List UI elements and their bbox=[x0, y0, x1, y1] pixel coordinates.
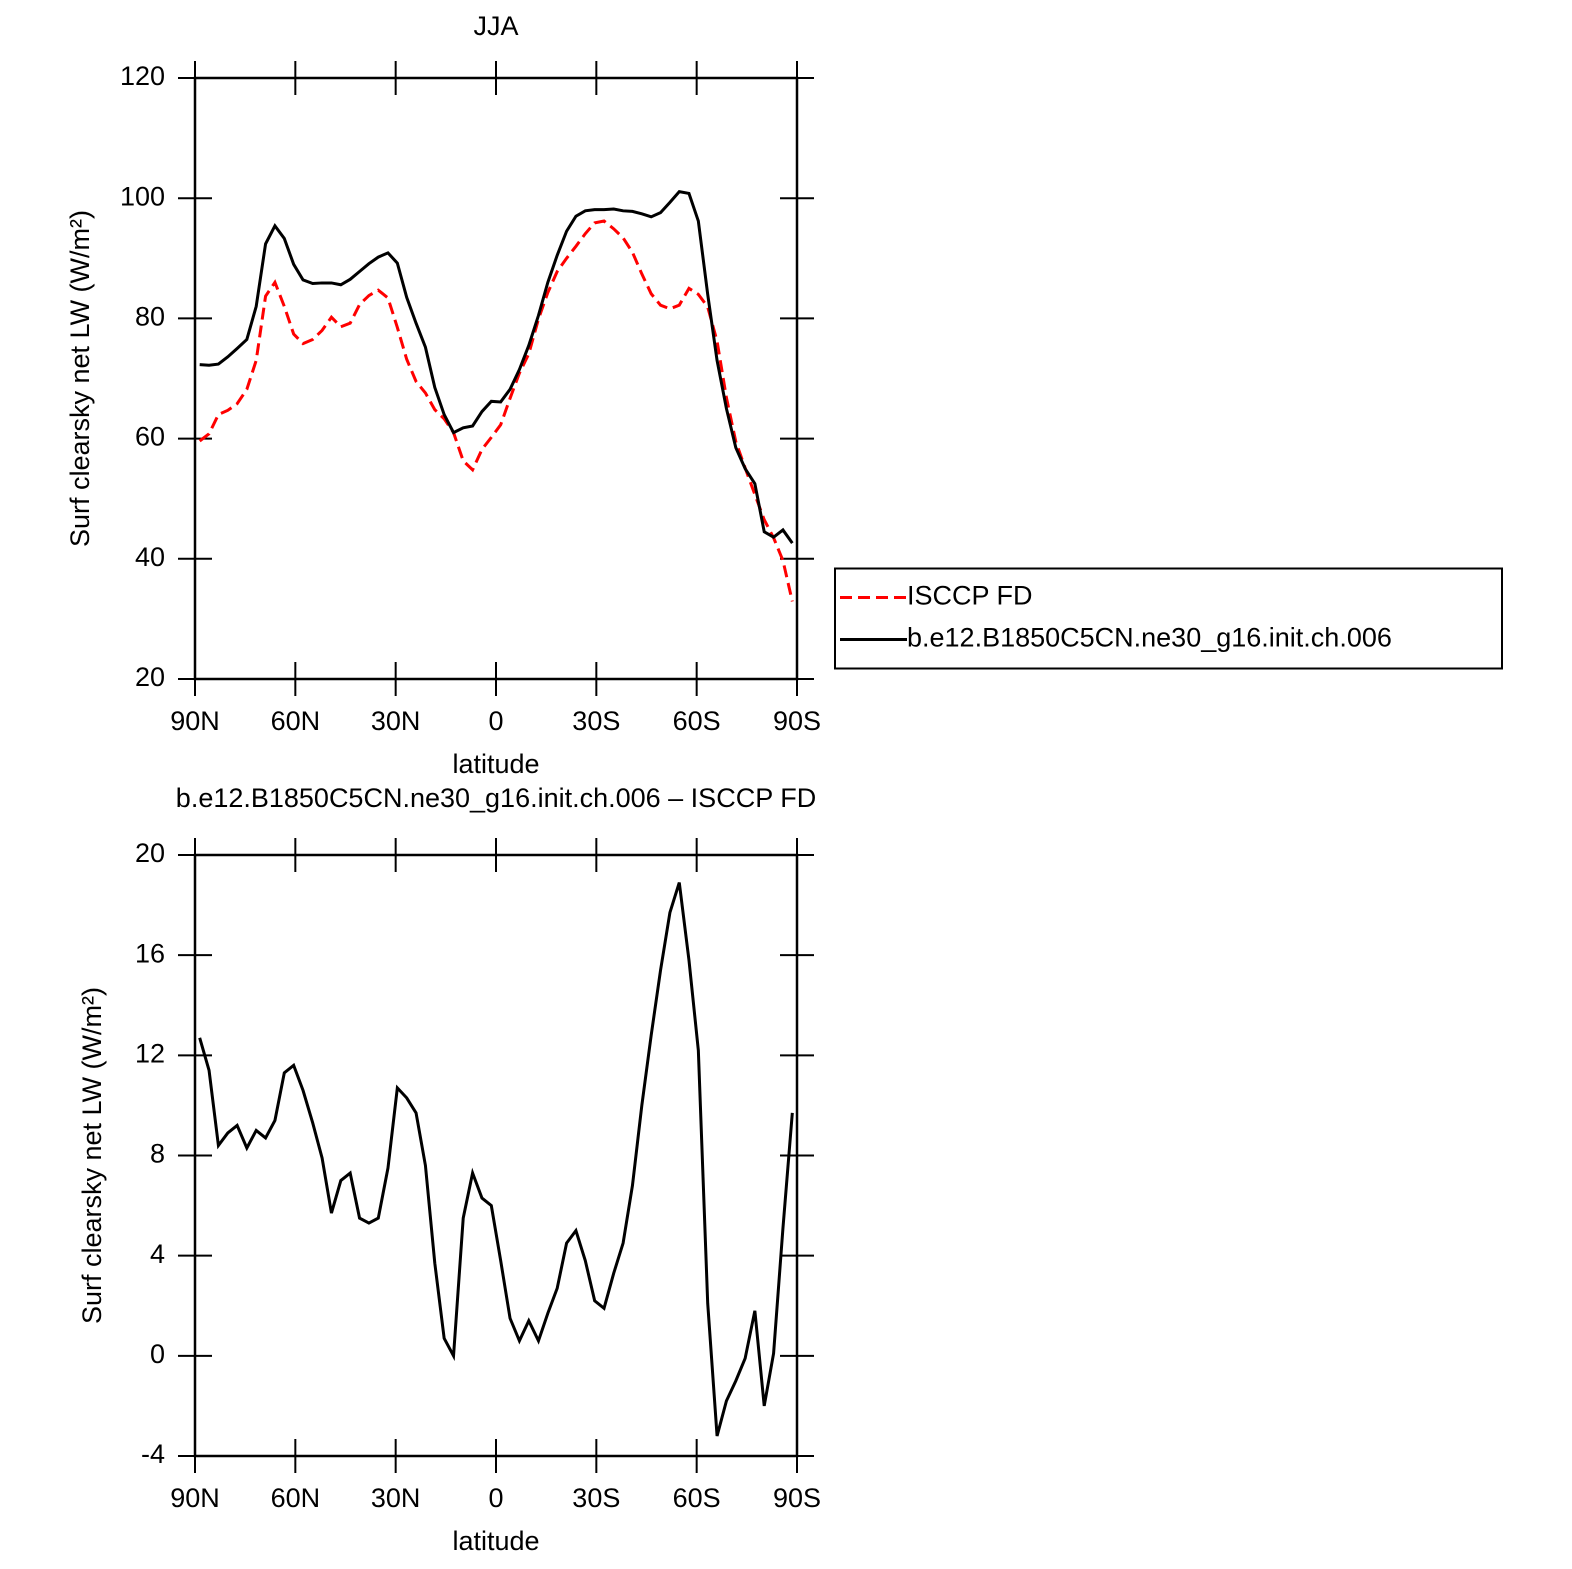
y-tick-label: 40 bbox=[135, 542, 165, 572]
x-tick-label: 60N bbox=[271, 706, 321, 736]
x-tick-label: 30N bbox=[371, 1483, 421, 1513]
y-tick-label: -4 bbox=[141, 1439, 165, 1469]
data-line bbox=[198, 882, 794, 1437]
chart-title: b.e12.B1850C5CN.ne30_g16.init.ch.006 – I… bbox=[176, 783, 816, 813]
y-tick-label: 16 bbox=[135, 938, 165, 968]
legend-label: ISCCP FD bbox=[907, 581, 1033, 611]
y-axis-label: Surf clearsky net LW (W/m²) bbox=[65, 210, 95, 547]
x-tick-label: 30S bbox=[572, 706, 620, 736]
y-tick-label: 100 bbox=[120, 181, 165, 211]
plot-frame bbox=[193, 76, 799, 681]
x-tick-label: 30S bbox=[572, 1483, 620, 1513]
y-axis-label: Surf clearsky net LW (W/m²) bbox=[77, 987, 107, 1324]
x-tick-label: 90N bbox=[170, 1483, 220, 1513]
y-tick-label: 12 bbox=[135, 1038, 165, 1068]
y-tick-label: 120 bbox=[120, 61, 165, 91]
legend-label: b.e12.B1850C5CN.ne30_g16.init.ch.006 bbox=[907, 623, 1392, 653]
data-line bbox=[199, 189, 794, 545]
x-tick-label: 0 bbox=[488, 706, 503, 736]
x-tick-label: 90N bbox=[170, 706, 220, 736]
x-tick-label: 60S bbox=[673, 1483, 721, 1513]
y-tick-label: 80 bbox=[135, 302, 165, 332]
x-tick-label: 30N bbox=[371, 706, 421, 736]
y-tick-label: 20 bbox=[135, 838, 165, 868]
legend-box bbox=[834, 567, 1503, 670]
x-tick-label: 60S bbox=[673, 706, 721, 736]
x-tick-label: 90S bbox=[773, 1483, 821, 1513]
data-line bbox=[198, 219, 794, 602]
y-tick-label: 20 bbox=[135, 662, 165, 692]
x-tick-label: 90S bbox=[773, 706, 821, 736]
x-axis-label: latitude bbox=[452, 749, 539, 779]
x-tick-label: 60N bbox=[271, 1483, 321, 1513]
chart-title: JJA bbox=[473, 11, 518, 41]
x-tick-label: 0 bbox=[488, 1483, 503, 1513]
y-tick-label: 0 bbox=[150, 1339, 165, 1369]
y-tick-label: 60 bbox=[135, 422, 165, 452]
y-tick-label: 4 bbox=[150, 1239, 165, 1269]
plot-frame bbox=[193, 853, 799, 1458]
y-tick-label: 8 bbox=[150, 1139, 165, 1169]
x-axis-label: latitude bbox=[452, 1526, 539, 1556]
